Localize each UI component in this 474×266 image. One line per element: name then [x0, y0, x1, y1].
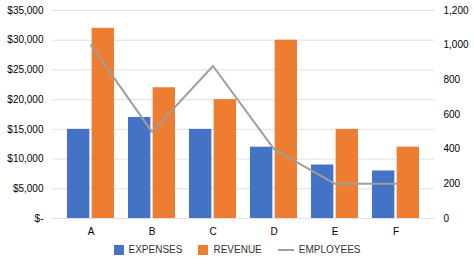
svg-text:$15,000: $15,000 — [7, 124, 44, 135]
svg-text:$10,000: $10,000 — [7, 153, 44, 164]
svg-text:$-: $- — [35, 213, 44, 224]
svg-text:D: D — [270, 226, 277, 237]
svg-text:600: 600 — [444, 109, 461, 120]
svg-text:E: E — [332, 226, 339, 237]
html-text:REVENUE: REVENUE — [213, 244, 262, 255]
svg-text:0: 0 — [444, 213, 450, 224]
svg-text:400: 400 — [444, 143, 461, 154]
svg-text:$25,000: $25,000 — [7, 64, 44, 75]
svg-text:1,000: 1,000 — [444, 39, 469, 50]
svg-text:200: 200 — [444, 178, 461, 189]
svg-text:B: B — [149, 226, 156, 237]
svg-text:800: 800 — [444, 74, 461, 85]
svg-text:$20,000: $20,000 — [7, 94, 44, 105]
svg-text:C: C — [209, 226, 216, 237]
html-text:EXPENSES: EXPENSES — [128, 244, 183, 255]
svg-text:$35,000: $35,000 — [7, 5, 44, 16]
svg-text:F: F — [393, 226, 399, 237]
svg-text:1,200: 1,200 — [444, 5, 469, 16]
svg-text:A: A — [88, 226, 95, 237]
html-text:EMPLOYEES: EMPLOYEES — [298, 244, 361, 255]
svg-text:$30,000: $30,000 — [7, 34, 44, 45]
svg-text:$5,000: $5,000 — [13, 183, 44, 194]
